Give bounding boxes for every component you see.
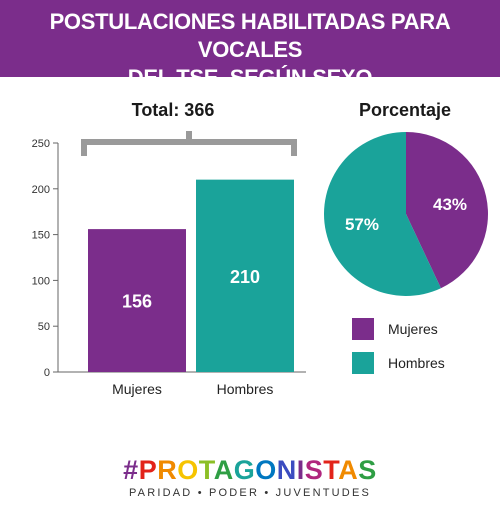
logo-letter: O bbox=[177, 455, 199, 485]
bar-hombres bbox=[196, 179, 294, 372]
legend-item-mujeres: Mujeres bbox=[352, 318, 438, 340]
y-tick-label: 0 bbox=[44, 367, 50, 379]
logo-letter: T bbox=[323, 455, 339, 485]
logo-wordmark: #PROTAGONISTAS bbox=[0, 455, 500, 485]
logo-letter: O bbox=[255, 455, 277, 485]
logo-tagline: PARIDAD • PODER • JUVENTUDES bbox=[128, 487, 372, 499]
title-banner: POSTULACIONES HABILITADAS PARA VOCALES D… bbox=[0, 0, 500, 90]
logo-letter: G bbox=[233, 455, 256, 485]
bar-chart: 0 50 100 150 200 250 156 Mujeres 210 Hombres bbox=[32, 131, 306, 397]
logo-letter: P bbox=[138, 455, 158, 485]
logo-letter: # bbox=[123, 455, 139, 485]
logo-letter: R bbox=[157, 455, 178, 485]
title-line-1: POSTULACIONES HABILITADAS PARA VOCALES bbox=[49, 9, 451, 62]
y-tick-label: 100 bbox=[32, 275, 50, 287]
total-bracket bbox=[81, 139, 297, 156]
bar-mujeres bbox=[88, 229, 186, 372]
bar-value-label: 210 bbox=[230, 267, 260, 287]
logo-letter: T bbox=[198, 455, 214, 485]
pie-value-label: 57% bbox=[345, 215, 379, 234]
percent-title: Porcentaje bbox=[358, 100, 452, 120]
legend-label-hombres: Hombres bbox=[388, 355, 445, 371]
logo-letter: A bbox=[213, 455, 234, 485]
logo-letter: S bbox=[358, 455, 377, 485]
logo-letter: I bbox=[296, 455, 305, 485]
protagonistas-logo: #PROTAGONISTAS PARIDAD • PODER • JUVENTU… bbox=[0, 455, 500, 499]
logo-letter: A bbox=[338, 455, 359, 485]
legend-swatch-hombres bbox=[352, 352, 374, 374]
logo-letter: S bbox=[304, 455, 324, 485]
x-category-label: Mujeres bbox=[112, 381, 162, 397]
total-label: Total: 366 bbox=[131, 100, 215, 120]
pie-chart: 43% 57% bbox=[324, 132, 488, 296]
y-tick-label: 50 bbox=[38, 321, 50, 333]
legend-swatch-mujeres bbox=[352, 318, 374, 340]
x-category-label: Hombres bbox=[217, 381, 274, 397]
legend-item-hombres: Hombres bbox=[352, 352, 445, 374]
pie-slice-hombres bbox=[324, 132, 441, 296]
pie-slice-mujeres bbox=[406, 132, 488, 289]
legend-label-mujeres: Mujeres bbox=[388, 321, 438, 337]
pie-value-label: 43% bbox=[433, 195, 467, 214]
y-tick-label: 250 bbox=[32, 138, 50, 150]
y-tick-label: 200 bbox=[32, 184, 50, 196]
y-tick-label: 150 bbox=[32, 230, 50, 242]
logo-letter: N bbox=[276, 455, 297, 485]
title-line-2: DEL TSE, SEGÚN SEXO bbox=[127, 65, 373, 90]
bar-value-label: 156 bbox=[122, 292, 152, 312]
